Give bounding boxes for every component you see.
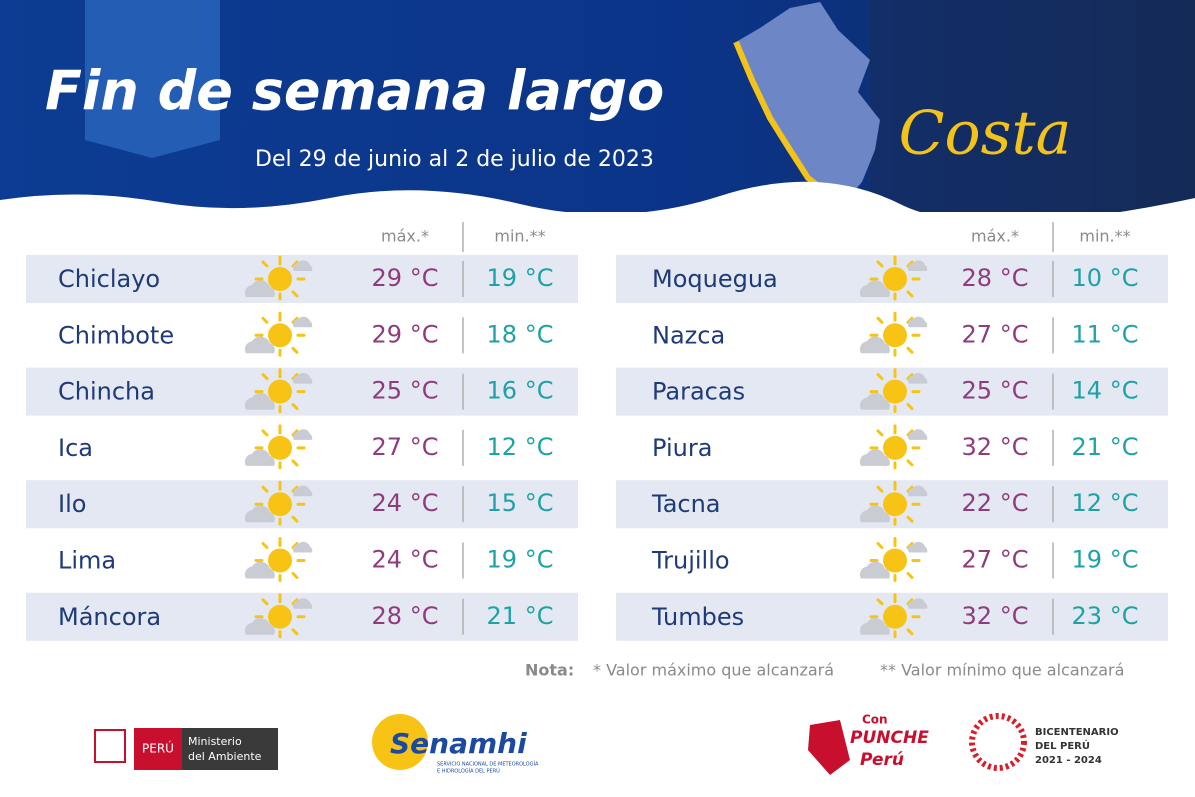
min-temp: 21 °C xyxy=(1072,433,1139,461)
min-temp: 19 °C xyxy=(1072,546,1139,574)
note-item: ** Valor mínimo que alcanzará xyxy=(880,661,1124,680)
logo-text: 2021 - 2024 xyxy=(1035,755,1102,766)
city: Paracas xyxy=(652,378,745,406)
city: Nazca xyxy=(652,321,725,349)
map xyxy=(736,2,880,205)
ministry-box xyxy=(182,728,278,770)
min-temp: 14 °C xyxy=(1072,377,1139,405)
logo-text: Senamhi xyxy=(390,727,527,760)
min-temp: 19 °C xyxy=(487,264,554,292)
note-label: Nota: xyxy=(525,661,574,680)
city: Chimbote xyxy=(58,321,174,349)
city: Máncora xyxy=(58,603,161,631)
subtitle: Del 29 de junio al 2 de julio de 2023 xyxy=(255,147,654,172)
max-temp: 29 °C xyxy=(372,320,439,348)
min-temp: 16 °C xyxy=(487,377,554,405)
max-temp: 28 °C xyxy=(962,264,1029,292)
region: Costa xyxy=(899,99,1072,169)
header: Fin de semana largo Del 29 de junio al 2… xyxy=(0,0,1195,223)
bicentenario-emblem xyxy=(969,713,1027,771)
min-temp: 12 °C xyxy=(1072,489,1139,517)
city: Ilo xyxy=(58,490,86,518)
city: Moquegua xyxy=(652,265,778,293)
city: Piura xyxy=(652,434,712,462)
city: Lima xyxy=(58,547,116,575)
logo-text: Perú xyxy=(860,750,904,770)
max-temp: 28 °C xyxy=(372,602,439,630)
min-temp: 23 °C xyxy=(1072,602,1139,630)
logo-text: E HIDROLOGÍA DEL PERÚ xyxy=(437,768,500,775)
peru-box xyxy=(134,728,182,770)
column-header: min.** xyxy=(494,227,545,246)
punche-map xyxy=(808,720,850,775)
city: Trujillo xyxy=(651,547,730,575)
shield xyxy=(94,729,126,763)
senamhi-sun xyxy=(372,714,428,770)
max-temp: 29 °C xyxy=(372,264,439,292)
logo-text: BICENTENARIO xyxy=(1035,727,1119,738)
max-temp: 22 °C xyxy=(962,489,1029,517)
note: Nota: * Valor máximo que alcanzará ** Va… xyxy=(525,661,1124,680)
logo-text: SERVICIO NACIONAL DE METEOROLOGÍA xyxy=(437,761,539,768)
logo-text: del Ambiente xyxy=(188,750,262,763)
min-temp: 12 °C xyxy=(487,433,554,461)
column-header: máx.* xyxy=(971,227,1019,246)
logo-text: Ministerio xyxy=(188,735,242,748)
city: Tumbes xyxy=(651,603,744,631)
column-header: máx.* xyxy=(381,227,429,246)
logo-text: DEL PERÚ xyxy=(1035,739,1090,752)
tables: máx.* min.** Chiclayo 29 °C 19 °C Chimbote 29 … xyxy=(26,222,1168,641)
max-temp: 32 °C xyxy=(962,433,1029,461)
header-tab xyxy=(85,0,220,158)
min-temp: 10 °C xyxy=(1072,264,1139,292)
city: Chiclayo xyxy=(58,265,160,293)
min-temp: 18 °C xyxy=(487,320,554,348)
max-temp: 25 °C xyxy=(962,377,1029,405)
city: Chincha xyxy=(58,378,155,406)
max-temp: 24 °C xyxy=(372,489,439,517)
column-header: min.** xyxy=(1079,227,1130,246)
min-temp: 19 °C xyxy=(487,546,554,574)
logo-text: Con xyxy=(862,713,888,727)
logo-text: PUNCHE xyxy=(850,728,929,748)
note-item: * Valor máximo que alcanzará xyxy=(593,661,834,680)
header-photo xyxy=(870,0,1195,212)
footer: PERÚ Ministerio del Ambiente Senamhi SER… xyxy=(94,713,1119,775)
min-temp: 11 °C xyxy=(1072,320,1139,348)
logo-text: PERÚ xyxy=(142,741,174,756)
max-temp: 27 °C xyxy=(962,546,1029,574)
city: Ica xyxy=(58,434,93,462)
max-temp: 32 °C xyxy=(962,602,1029,630)
min-temp: 21 °C xyxy=(487,602,554,630)
max-temp: 27 °C xyxy=(962,320,1029,348)
max-temp: 27 °C xyxy=(372,433,439,461)
city: Tacna xyxy=(651,490,721,518)
min-temp: 15 °C xyxy=(487,489,554,517)
max-temp: 25 °C xyxy=(372,377,439,405)
title: Fin de semana largo xyxy=(45,60,664,123)
max-temp: 24 °C xyxy=(372,546,439,574)
